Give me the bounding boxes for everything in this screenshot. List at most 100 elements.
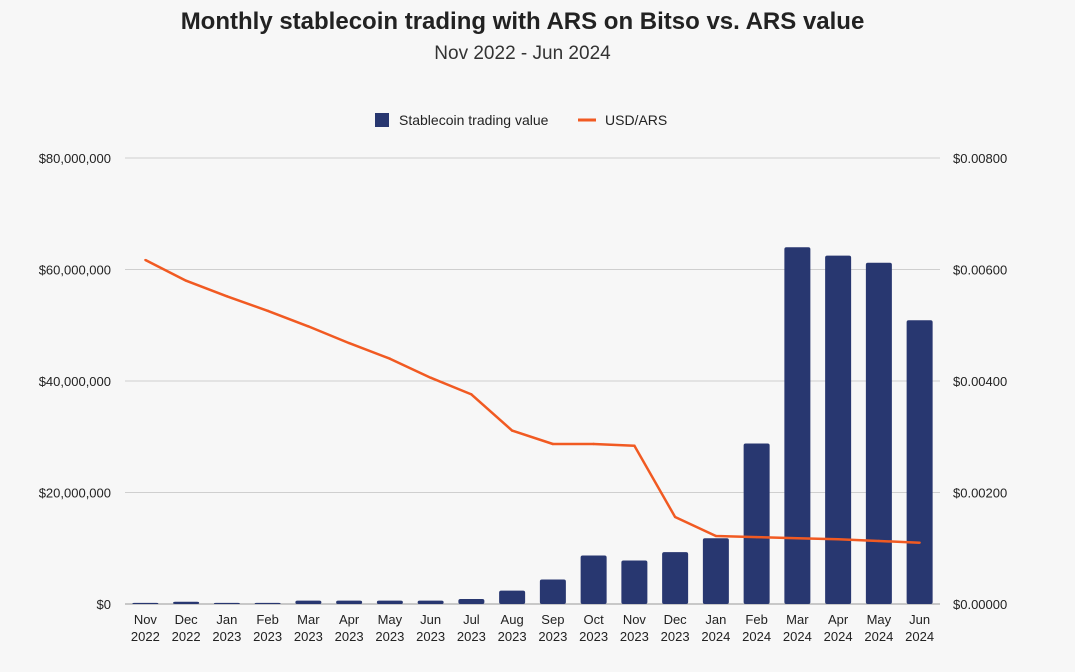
right-tick-label: $0.00000 [953, 597, 1007, 612]
bar [417, 600, 444, 604]
line-point [184, 279, 188, 282]
x-tick-label-month: Jun [909, 612, 930, 627]
bar [662, 552, 689, 604]
bar [336, 600, 363, 604]
x-tick-label-month: Jan [216, 612, 237, 627]
bar [784, 247, 811, 604]
x-tick-label-year: 2023 [212, 629, 241, 644]
left-tick-label: $0 [97, 597, 111, 612]
x-tick-label-year: 2023 [498, 629, 527, 644]
x-tick-label-month: Feb [745, 612, 767, 627]
x-tick-label-month: May [867, 612, 892, 627]
line-point [755, 535, 758, 539]
legend-label-bars: Stablecoin trading value [399, 112, 549, 128]
x-tick-label-year: 2023 [661, 629, 690, 644]
left-tick-label: $20,000,000 [39, 486, 111, 501]
legend: Stablecoin trading value USD/ARS [375, 112, 667, 128]
left-axis: $0 $20,000,000 $40,000,000 $60,000,000 $80,0… [39, 151, 111, 612]
line-point [266, 309, 269, 312]
chart-subtitle: Nov 2022 - Jun 2024 [434, 43, 611, 64]
bar [621, 560, 648, 604]
line-series [144, 258, 921, 544]
x-tick-label-month: Sep [541, 612, 564, 627]
line-point [347, 341, 351, 345]
line-point [307, 325, 310, 328]
x-tick-label-year: 2022 [131, 629, 160, 644]
bar [376, 600, 403, 604]
line-point [796, 537, 799, 540]
right-tick-label: $0.00400 [953, 374, 1007, 389]
bar [702, 538, 729, 604]
x-tick-label-year: 2023 [457, 629, 486, 644]
line-point [673, 515, 677, 519]
bar-series [132, 247, 933, 604]
legend-swatch-bars [375, 113, 389, 127]
x-tick-label-month: Jan [705, 612, 726, 627]
bar [173, 601, 200, 604]
bar [580, 555, 607, 604]
bar [132, 602, 159, 604]
x-tick-label-year: 2024 [701, 629, 730, 644]
x-tick-label-year: 2024 [905, 629, 934, 644]
line-point [510, 429, 514, 432]
x-tick-label-month: Apr [828, 612, 849, 627]
x-tick-label-month: Dec [664, 612, 688, 627]
x-tick-label-year: 2024 [824, 629, 853, 644]
x-tick-label-month: Jul [463, 612, 480, 627]
x-tick-label-year: 2023 [538, 629, 567, 644]
bar [743, 443, 770, 604]
line-point [225, 295, 229, 298]
line-point [388, 357, 392, 360]
bar [825, 255, 852, 604]
bar [254, 602, 281, 604]
bar [295, 600, 322, 604]
line-point [918, 541, 921, 544]
x-tick-label-year: 2024 [742, 629, 771, 644]
right-tick-label: $0.00800 [953, 151, 1007, 166]
line-point [429, 376, 432, 379]
left-tick-label: $60,000,000 [39, 263, 111, 278]
x-tick-label-year: 2023 [620, 629, 649, 644]
bar [906, 320, 933, 604]
x-tick-label-month: Mar [297, 612, 320, 627]
x-tick-label-month: Nov [134, 612, 158, 627]
x-tick-label-month: Nov [623, 612, 647, 627]
x-tick-label-month: Apr [339, 612, 360, 627]
x-tick-label-year: 2024 [783, 629, 812, 644]
x-tick-label-month: Oct [584, 612, 605, 627]
x-tick-label-month: Mar [786, 612, 809, 627]
x-tick-label-month: Feb [256, 612, 278, 627]
x-tick-label-year: 2023 [375, 629, 404, 644]
bar [458, 598, 485, 604]
x-tick-label-year: 2023 [253, 629, 282, 644]
line-point [144, 258, 147, 262]
left-tick-label: $80,000,000 [39, 151, 111, 166]
x-axis: Nov 2022 Dec 2022 Jan 2023 Feb 2023 Mar 2023 Apr 20… [131, 612, 934, 644]
usd-ars-line [144, 258, 920, 544]
bar [865, 262, 892, 604]
line-point [877, 539, 881, 543]
x-tick-label-month: May [378, 612, 403, 627]
line-point [551, 442, 555, 446]
x-tick-label-month: Jun [420, 612, 441, 627]
x-tick-label-year: 2022 [172, 629, 201, 644]
x-tick-label-year: 2023 [294, 629, 323, 644]
line-point [714, 534, 718, 538]
line-point [633, 444, 636, 447]
x-tick-label-year: 2023 [416, 629, 445, 644]
bar [213, 602, 240, 604]
x-tick-label-year: 2023 [335, 629, 364, 644]
right-tick-label: $0.00200 [953, 486, 1007, 501]
chart-title: Monthly stablecoin trading with ARS on B… [180, 8, 865, 35]
left-tick-label: $40,000,000 [39, 374, 111, 389]
x-tick-label-year: 2024 [864, 629, 893, 644]
line-point [836, 538, 840, 541]
right-tick-label: $0.00600 [953, 263, 1007, 278]
gridlines [125, 157, 940, 605]
right-axis: $0.00000 $0.00200 $0.00400 $0.00600 $0.00800 [953, 151, 1007, 612]
x-tick-label-year: 2023 [579, 629, 608, 644]
x-tick-label-month: Aug [501, 612, 524, 627]
bar [499, 590, 526, 604]
